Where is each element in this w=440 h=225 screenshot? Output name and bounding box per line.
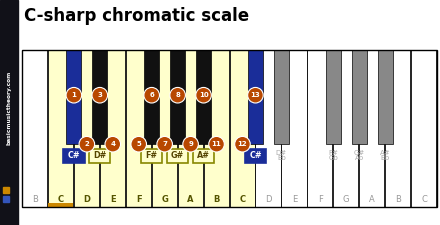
- Text: C#: C#: [68, 151, 80, 160]
- Text: C#: C#: [249, 151, 262, 160]
- Text: 13: 13: [250, 92, 260, 98]
- Text: 11: 11: [212, 141, 221, 147]
- Text: 9: 9: [188, 141, 193, 147]
- Bar: [378, 50, 392, 144]
- Bar: [245, 149, 266, 163]
- Text: E: E: [110, 196, 116, 205]
- Bar: [170, 50, 185, 144]
- Bar: [3, 187, 9, 193]
- Bar: [230, 50, 255, 207]
- Text: 12: 12: [238, 141, 247, 147]
- Text: 7: 7: [162, 141, 167, 147]
- Circle shape: [79, 136, 95, 152]
- Bar: [89, 149, 110, 163]
- Bar: [256, 50, 281, 207]
- Text: F: F: [318, 196, 323, 205]
- Circle shape: [170, 88, 185, 103]
- Text: 8: 8: [175, 92, 180, 98]
- Circle shape: [235, 136, 250, 152]
- Text: F#: F#: [328, 150, 338, 156]
- Text: 1: 1: [71, 92, 76, 98]
- Bar: [3, 196, 9, 202]
- Text: Ab: Ab: [355, 155, 364, 161]
- Text: F#: F#: [146, 151, 158, 160]
- Circle shape: [92, 88, 108, 103]
- Bar: [22, 50, 47, 207]
- Text: G#: G#: [171, 151, 184, 160]
- Circle shape: [183, 136, 198, 152]
- Bar: [22, 50, 437, 207]
- Text: 4: 4: [110, 141, 115, 147]
- Circle shape: [248, 88, 263, 103]
- Circle shape: [209, 136, 224, 152]
- Text: B: B: [395, 196, 401, 205]
- Text: A#: A#: [380, 150, 390, 156]
- Text: 10: 10: [199, 92, 209, 98]
- Text: G: G: [161, 196, 168, 205]
- Text: A#: A#: [197, 151, 210, 160]
- Text: 6: 6: [149, 92, 154, 98]
- Text: C: C: [239, 196, 246, 205]
- Bar: [333, 50, 359, 207]
- Text: C: C: [58, 196, 64, 205]
- Bar: [63, 149, 84, 163]
- Circle shape: [196, 88, 211, 103]
- Text: G#: G#: [354, 150, 365, 156]
- Text: D#: D#: [276, 150, 287, 156]
- Bar: [326, 50, 341, 144]
- Bar: [385, 50, 410, 207]
- Circle shape: [144, 88, 159, 103]
- Bar: [178, 50, 203, 207]
- Text: 3: 3: [97, 92, 102, 98]
- Bar: [307, 50, 333, 207]
- Bar: [66, 50, 81, 144]
- Circle shape: [157, 136, 172, 152]
- Bar: [193, 149, 214, 163]
- Text: Eb: Eb: [277, 155, 286, 161]
- Text: G: G: [343, 196, 349, 205]
- Text: B: B: [213, 196, 220, 205]
- Text: E: E: [292, 196, 297, 205]
- Circle shape: [131, 136, 147, 152]
- Text: Gb: Gb: [328, 155, 338, 161]
- Circle shape: [66, 88, 82, 103]
- Text: B: B: [32, 196, 38, 205]
- Bar: [274, 50, 289, 144]
- Bar: [167, 149, 188, 163]
- Bar: [74, 50, 99, 207]
- Bar: [100, 50, 125, 207]
- Text: basicmusictheory.com: basicmusictheory.com: [7, 70, 11, 145]
- Bar: [248, 50, 263, 144]
- Text: D: D: [83, 196, 90, 205]
- Text: 2: 2: [84, 141, 89, 147]
- Text: C: C: [421, 196, 427, 205]
- Text: 5: 5: [136, 141, 141, 147]
- Bar: [352, 50, 367, 144]
- Bar: [196, 50, 211, 144]
- Bar: [48, 50, 73, 207]
- Bar: [0, 0, 18, 225]
- Circle shape: [105, 136, 121, 152]
- Bar: [204, 50, 229, 207]
- Bar: [126, 50, 151, 207]
- Bar: [48, 203, 73, 207]
- Text: C-sharp chromatic scale: C-sharp chromatic scale: [24, 7, 249, 25]
- Bar: [359, 50, 384, 207]
- Text: A: A: [187, 196, 194, 205]
- Bar: [411, 50, 436, 207]
- Text: D: D: [265, 196, 271, 205]
- Bar: [281, 50, 307, 207]
- Text: F: F: [136, 196, 142, 205]
- Bar: [152, 50, 177, 207]
- Bar: [92, 50, 107, 144]
- Text: Bb: Bb: [381, 155, 390, 161]
- Text: A: A: [369, 196, 375, 205]
- Text: D#: D#: [93, 151, 106, 160]
- Bar: [141, 149, 162, 163]
- Bar: [144, 50, 159, 144]
